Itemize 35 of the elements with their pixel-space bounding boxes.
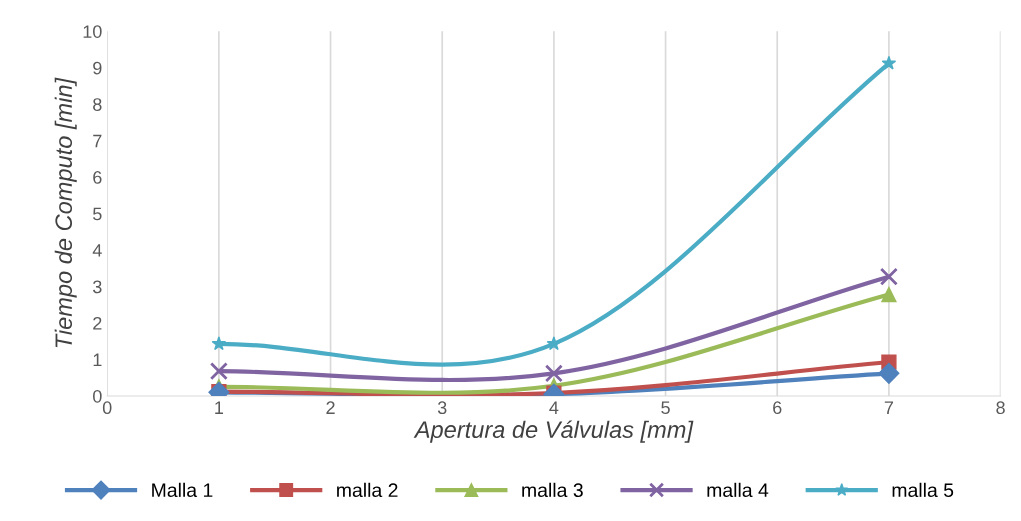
point	[881, 55, 897, 70]
legend-label: malla 2	[337, 482, 398, 498]
y-tick-label: 9	[93, 61, 102, 75]
y-tick-label: 6	[93, 171, 102, 184]
point	[209, 362, 228, 381]
x-axis-title: Apertura de Válvulas [mm]	[413, 420, 694, 443]
legend-label: Malla 1	[152, 482, 213, 498]
x-tick-label: 5	[661, 401, 670, 415]
x-tick-label: 8	[996, 401, 1005, 415]
y-tick-label: 10	[83, 25, 102, 38]
y-tick-label: 4	[92, 244, 102, 257]
legend-label: malla 5	[892, 482, 954, 498]
point	[879, 267, 898, 286]
y-axis-title: Tiempo de Computo [min]	[54, 77, 77, 348]
x-tick-label: 2	[326, 401, 335, 414]
x-tick-label: 7	[884, 401, 894, 414]
point	[881, 286, 897, 303]
x-tick-label: 1	[215, 401, 224, 414]
y-tick-label: 1	[93, 353, 102, 367]
y-tick-label: 7	[93, 134, 102, 148]
legend-label: malla 3	[522, 482, 583, 498]
x-tick-label: 3	[437, 401, 447, 415]
point	[878, 362, 900, 384]
x-tick-label: 4	[549, 401, 559, 414]
y-tick-label: 8	[93, 98, 102, 111]
y-tick-label: 2	[93, 316, 102, 330]
y-tick-label: 0	[93, 389, 102, 403]
point	[544, 364, 563, 383]
x-tick-label: 0	[102, 401, 112, 415]
point	[546, 336, 562, 351]
y-tick-label: 3	[92, 280, 102, 294]
x-tick-label: 6	[773, 401, 782, 415]
legend-label: malla 4	[707, 482, 769, 498]
point	[211, 336, 227, 351]
y-tick-label: 5	[93, 207, 102, 221]
